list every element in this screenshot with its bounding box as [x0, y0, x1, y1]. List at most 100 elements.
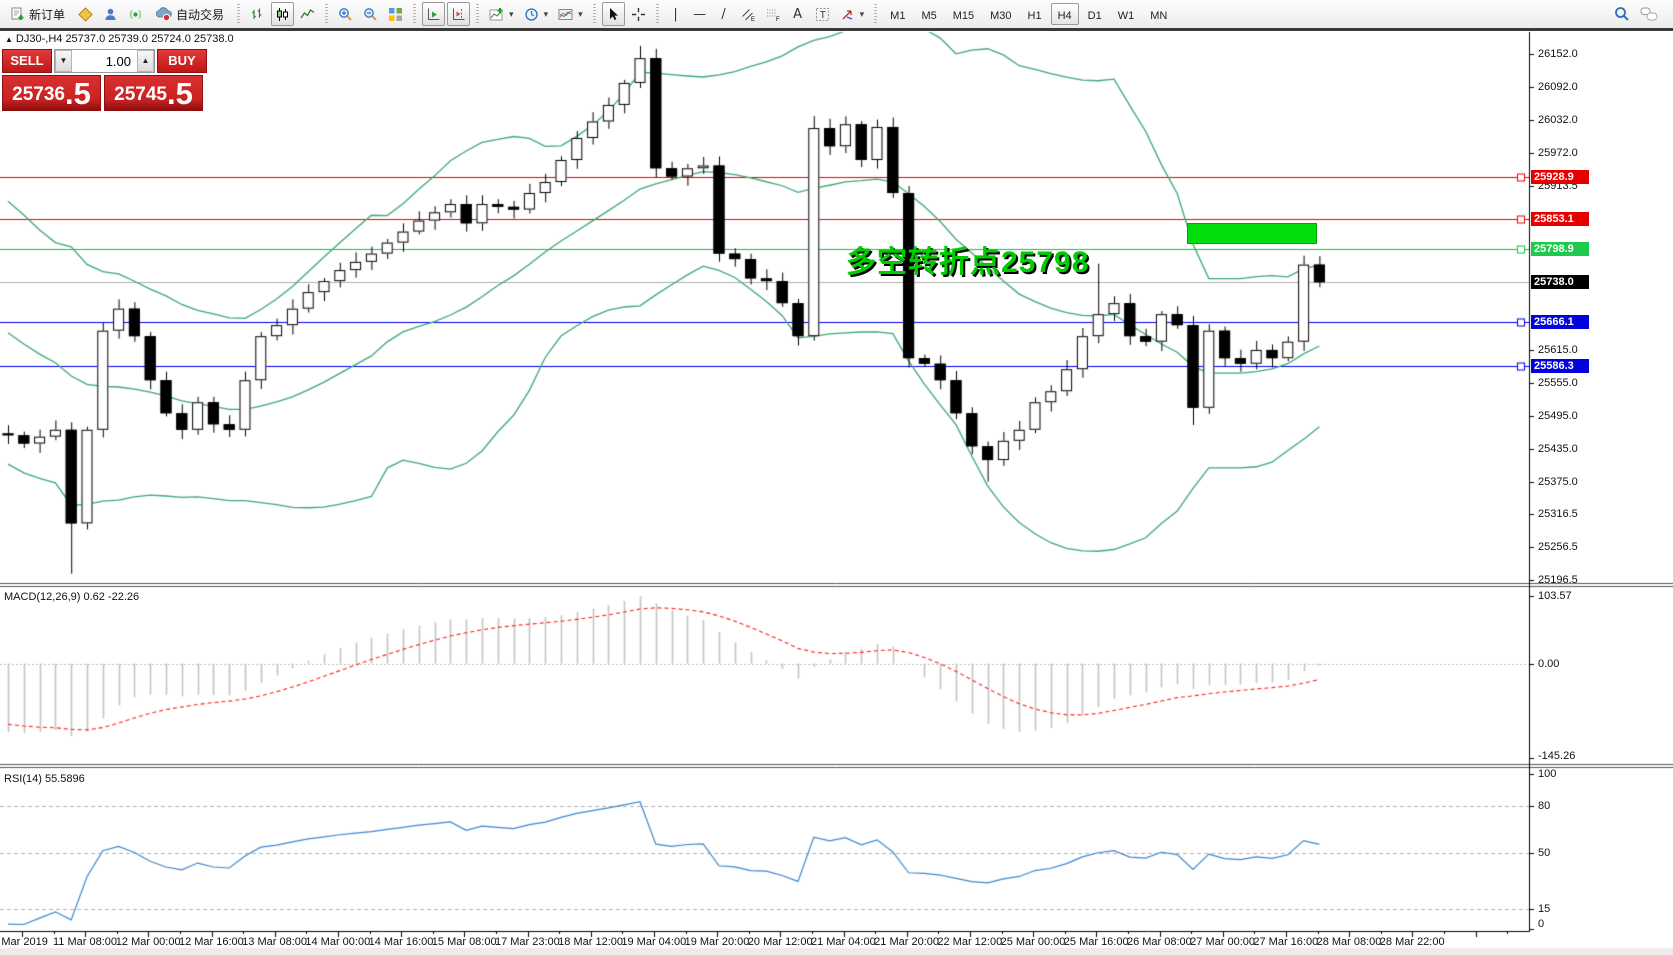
text-label-tool-button[interactable]: T [811, 2, 834, 26]
volume-decrease-button[interactable]: ▼ [55, 50, 72, 72]
profiles-icon [103, 7, 118, 22]
price-line-label-25666.1[interactable]: 25666.1 [1531, 314, 1589, 329]
timeframe-button-MN[interactable]: MN [1143, 3, 1174, 25]
text-tool-icon: A [793, 6, 803, 22]
rsi-axis-label: 0 [1538, 918, 1545, 930]
autotrading-button[interactable]: 自动交易 [149, 2, 231, 26]
arrows-tool-button[interactable]: ▾ [836, 2, 869, 26]
periods-button[interactable]: ▾ [520, 2, 553, 26]
new-order-button[interactable]: 新订单 [3, 2, 72, 26]
sell-price-main: 25736 [12, 84, 65, 105]
trendline-tool-button[interactable]: / [713, 2, 735, 26]
indicators-button[interactable]: ▾ [485, 2, 518, 26]
highlight-rectangle[interactable] [1187, 223, 1317, 244]
crosshair-button[interactable] [627, 2, 650, 26]
periods-clock-icon [524, 7, 539, 22]
price-line-label-25798.9[interactable]: 25798.9 [1531, 241, 1589, 256]
channel-icon: E [741, 7, 756, 22]
time-axis-label: 12 Mar 00:00 [115, 936, 181, 948]
volume-increase-button[interactable]: ▲ [137, 50, 154, 72]
time-axis-label: 15 Mar 08:00 [431, 936, 497, 948]
time-axis-label: 12 Mar 16:00 [178, 936, 244, 948]
templates-dropdown-icon: ▾ [578, 8, 583, 19]
time-axis-label: 19 Mar 04:00 [621, 936, 687, 948]
toolbar-separator [413, 4, 417, 24]
chart-shift-icon [451, 7, 466, 22]
buy-price-fraction: .5 [166, 76, 193, 111]
toolbar-separator [592, 4, 596, 24]
cursor-button[interactable] [601, 2, 625, 26]
price-axis-tick-label: 25256.5 [1538, 541, 1578, 554]
zoom-in-button[interactable] [334, 2, 357, 26]
price-line-label-25928.9[interactable]: 25928.9 [1531, 170, 1589, 185]
toolbar-separator [655, 4, 659, 24]
price-axis-tick-label: 26152.0 [1538, 48, 1578, 61]
time-axis-label: 25 Mar 00:00 [1000, 936, 1066, 948]
new-order-label: 新订单 [29, 7, 66, 22]
templates-icon [558, 7, 573, 22]
chart-shift-button[interactable] [447, 2, 471, 26]
vertical-line-tool-button[interactable]: | [665, 2, 687, 26]
templates-button[interactable]: ▾ [554, 2, 587, 26]
profiles-button[interactable] [99, 2, 122, 26]
new-chart-button[interactable] [74, 2, 97, 26]
fibonacci-tool-button[interactable]: F [762, 2, 785, 26]
symbol-collapse-icon[interactable]: ▲ [5, 35, 13, 44]
toolbar: 新订单 自动交易 [0, 0, 1673, 31]
timeframe-button-D1[interactable]: D1 [1081, 3, 1109, 25]
line-chart-button[interactable] [296, 2, 319, 26]
indicators-icon [489, 7, 504, 22]
crosshair-icon [631, 7, 646, 22]
new-chart-icon [78, 6, 93, 22]
pane-divider-macd[interactable] [0, 581, 1673, 587]
timeframe-button-M5[interactable]: M5 [914, 3, 943, 25]
price-line-label-25586.3[interactable]: 25586.3 [1531, 358, 1589, 373]
timeframe-button-H4[interactable]: H4 [1050, 3, 1079, 25]
price-axis-tick-label: 26092.0 [1538, 81, 1578, 94]
channel-tool-button[interactable]: E [737, 2, 760, 26]
sell-button[interactable]: SELL [2, 49, 52, 73]
search-button[interactable] [1610, 2, 1634, 26]
price-axis-tick-label: 25375.0 [1538, 476, 1578, 489]
zoom-in-icon [338, 7, 353, 22]
timeframe-button-M15[interactable]: M15 [946, 3, 981, 25]
chart-window: ▲ DJ30-,H4 25737.0 25739.0 25724.0 25738.… [0, 31, 1673, 955]
chart-canvas[interactable] [0, 31, 1673, 955]
macd-axis-label: 0.00 [1538, 657, 1560, 670]
indicators-dropdown-icon: ▾ [509, 8, 514, 19]
autoscroll-button[interactable] [422, 2, 446, 26]
pane-divider-rsi[interactable] [0, 762, 1673, 768]
price-line-label-25853.1[interactable]: 25853.1 [1531, 211, 1589, 226]
time-axis-label: 19 Mar 20:00 [684, 936, 750, 948]
horizontal-line-icon: — [693, 6, 707, 22]
timeframe-button-M1[interactable]: M1 [883, 3, 912, 25]
arrows-dropdown-icon: ▾ [859, 8, 865, 19]
chat-button[interactable] [1636, 2, 1662, 26]
macd-indicator-label: MACD(12,26,9) 0.62 -22.26 [4, 591, 140, 603]
buy-price-display[interactable]: 25745.5 [104, 75, 203, 111]
zoom-out-button[interactable] [359, 2, 382, 26]
rsi-indicator-label: RSI(14) 55.5896 [4, 773, 85, 785]
cursor-icon [606, 7, 621, 22]
arrows-icon [840, 7, 855, 22]
text-tool-button[interactable]: A [787, 2, 809, 26]
bar-chart-button[interactable] [246, 2, 269, 26]
timeframe-button-H1[interactable]: H1 [1021, 3, 1049, 25]
vertical-line-icon: | [673, 6, 678, 22]
toolbar-right-group [1609, 2, 1671, 26]
price-axis-tick-label: 25196.5 [1538, 574, 1578, 587]
horizontal-line-tool-button[interactable]: — [689, 2, 711, 26]
chart-annotation-text[interactable]: 多空转折点25798 [846, 246, 1090, 279]
timeframe-button-W1[interactable]: W1 [1111, 3, 1142, 25]
sell-price-display[interactable]: 25736.5 [2, 75, 101, 111]
tile-windows-icon [388, 7, 403, 22]
buy-button[interactable]: BUY [157, 49, 207, 73]
volume-input[interactable] [72, 50, 137, 72]
timeframe-button-M30[interactable]: M30 [983, 3, 1018, 25]
signals-button[interactable] [124, 2, 147, 26]
candlestick-chart-button[interactable] [271, 2, 295, 26]
tile-windows-button[interactable] [384, 2, 407, 26]
price-line-label-25738.0[interactable]: 25738.0 [1531, 275, 1589, 290]
symbol-ohlc-readout: DJ30-,H4 25737.0 25739.0 25724.0 25738.0 [15, 33, 234, 45]
new-order-icon [10, 7, 25, 22]
